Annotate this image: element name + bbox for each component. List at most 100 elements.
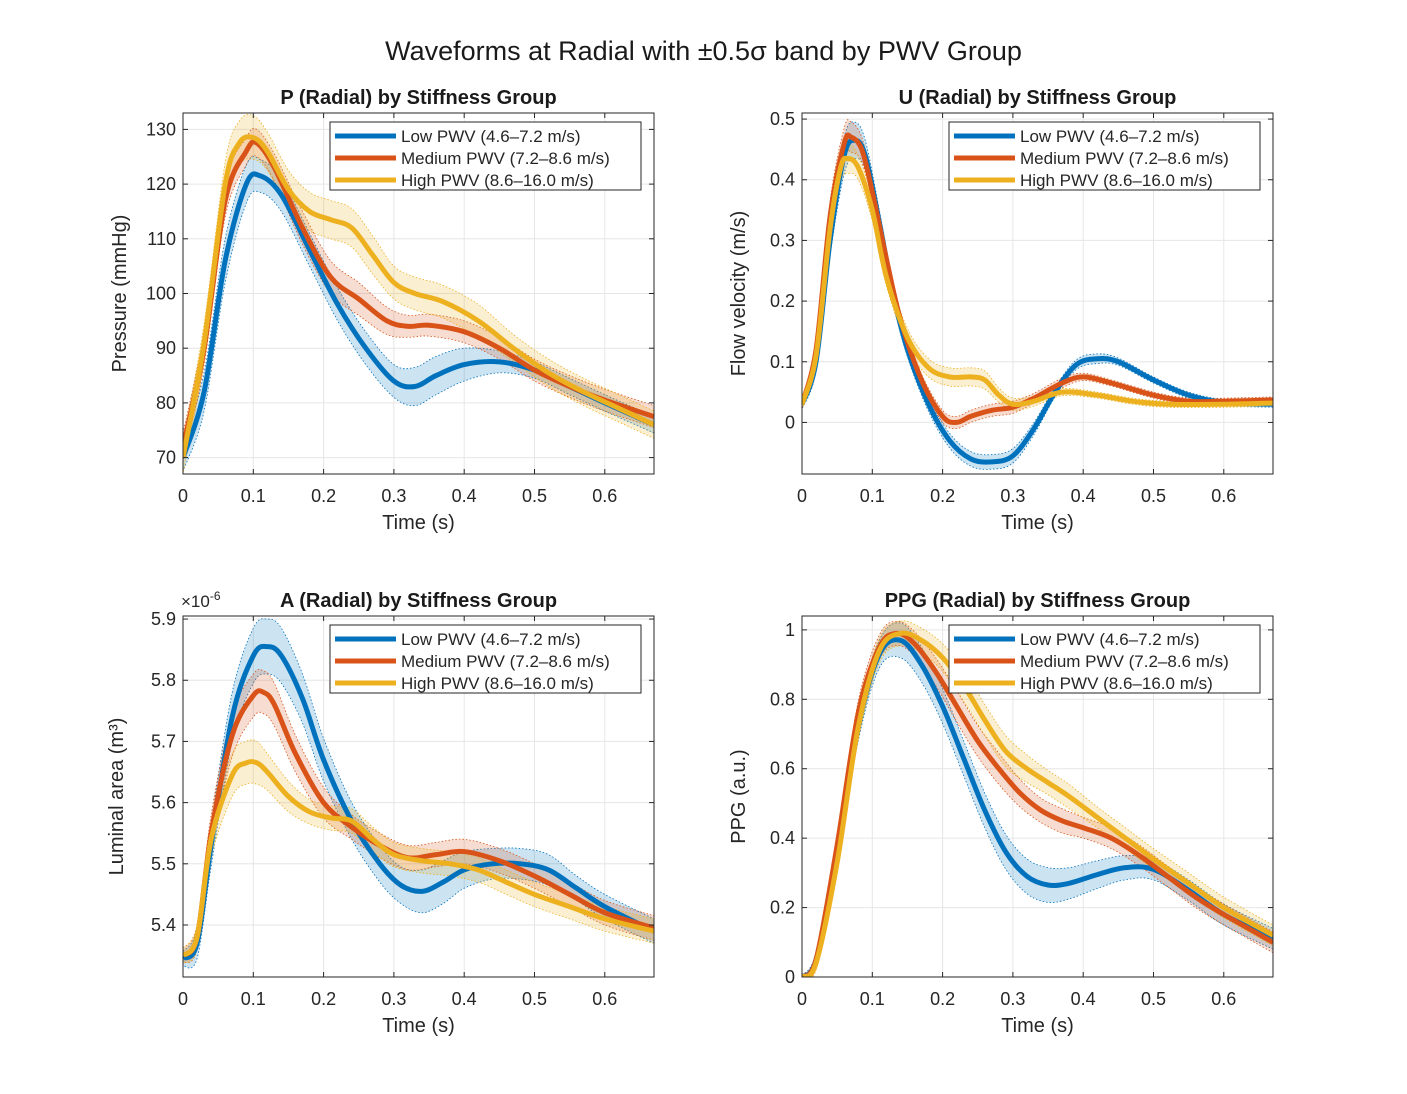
y-tick-label: 1 (785, 620, 795, 640)
legend-label-high: High PWV (8.6–16.0 m/s) (401, 171, 594, 190)
band-upper-medium (802, 119, 1273, 417)
band-upper-low (802, 121, 1273, 456)
series-line-medium (183, 139, 654, 448)
legend-label-medium: Medium PWV (7.2–8.6 m/s) (1020, 652, 1229, 671)
legend-label-high: High PWV (8.6–16.0 m/s) (1020, 674, 1213, 693)
x-tick-label: 0.4 (452, 989, 477, 1009)
x-tick-label: 0.6 (592, 989, 617, 1009)
subplot-title: A (Radial) by Stiffness Group (280, 590, 557, 612)
band-low (183, 618, 654, 969)
y-tick-label: 0.2 (770, 898, 795, 918)
y-tick-label: 90 (156, 338, 176, 358)
y-tick-label: 80 (156, 393, 176, 413)
subplot-3: 0 0.1 0.2 0.3 0.4 0.5 0.6 5.4 5.5 5.6 5.7 5.8 5.9×10… (106, 589, 655, 1037)
axes-box (801, 112, 1274, 475)
y-tick-label: 0.3 (770, 230, 795, 250)
axes-box (182, 615, 655, 978)
y-tick-label: 130 (146, 119, 176, 139)
legend: Low PWV (4.6–7.2 m/s) Medium PWV (7.2–8.6… (329, 624, 642, 694)
band-medium (802, 119, 1273, 429)
y-tick-label: 5.9 (151, 609, 176, 629)
x-axis-label: Time (s) (382, 512, 455, 534)
legend: Low PWV (4.6–7.2 m/s) Medium PWV (7.2–8.6… (329, 121, 642, 191)
x-tick-label: 0.5 (522, 486, 547, 506)
y-tick-label: 0.8 (770, 689, 795, 709)
x-axis-label: Time (s) (382, 1015, 455, 1037)
x-tick-label: 0.2 (930, 989, 955, 1009)
subplot-title: PPG (Radial) by Stiffness Group (885, 590, 1191, 612)
series-line-high (183, 759, 654, 958)
y-tick-label: 70 (156, 448, 176, 468)
x-tick-label: 0.4 (1071, 989, 1096, 1009)
series-line-low (802, 137, 1273, 465)
x-tick-label: 0.5 (1141, 989, 1166, 1009)
y-tick-label: 0.4 (770, 828, 795, 848)
axes-box (801, 615, 1274, 978)
x-axis-label: Time (s) (1001, 1015, 1074, 1037)
subplot-2: 0 0.1 0.2 0.3 0.4 0.5 0.6 0 0.1 0.2 0.3 0.4 0.5 U (Ra… (728, 87, 1274, 534)
x-tick-label: 0 (797, 989, 807, 1009)
band-upper-high (183, 739, 654, 949)
y-tick-label: 0.4 (770, 170, 795, 190)
series-line-medium (183, 688, 654, 958)
band-lower-low (802, 157, 1273, 470)
band-lower-medium (183, 155, 654, 461)
x-tick-label: 0.5 (522, 989, 547, 1009)
x-tick-label: 0.6 (592, 486, 617, 506)
legend-label-high: High PWV (8.6–16.0 m/s) (401, 674, 594, 693)
plot-area (183, 618, 654, 969)
x-tick-label: 0 (797, 486, 807, 506)
series-line-high (802, 630, 1273, 977)
x-tick-label: 0.2 (930, 486, 955, 506)
x-tick-label: 0.2 (311, 989, 336, 1009)
x-tick-label: 0.1 (241, 989, 266, 1009)
x-tick-label: 0.3 (381, 989, 406, 1009)
y-axis-label: PPG (a.u.) (728, 749, 750, 843)
series-line-high (802, 155, 1273, 408)
band-upper-medium (183, 127, 654, 434)
x-axis-label: Time (s) (1001, 512, 1074, 534)
y-tick-label: 0 (785, 967, 795, 987)
y-tick-label: 5.6 (151, 793, 176, 813)
x-tick-label: 0.1 (860, 486, 885, 506)
subplot-title: U (Radial) by Stiffness Group (899, 87, 1177, 109)
legend-label-high: High PWV (8.6–16.0 m/s) (1020, 171, 1213, 190)
legend-label-low: Low PWV (4.6–7.2 m/s) (1020, 127, 1200, 146)
x-tick-label: 0 (178, 989, 188, 1009)
band-lower-low (183, 190, 654, 472)
y-axis-label: Pressure (mmHg) (109, 215, 131, 373)
band-lower-medium (811, 645, 1273, 977)
axis-exponent-label: ×10-6 (181, 589, 221, 611)
x-tick-label: 0.3 (1000, 486, 1025, 506)
x-tick-label: 0.4 (1071, 486, 1096, 506)
legend-label-medium: Medium PWV (7.2–8.6 m/s) (1020, 149, 1229, 168)
y-tick-label: 5.7 (151, 731, 176, 751)
subplot-title: P (Radial) by Stiffness Group (280, 87, 556, 109)
x-tick-label: 0.6 (1211, 989, 1236, 1009)
band-high (802, 142, 1273, 411)
plot-area (183, 114, 654, 474)
figure-title: Waveforms at Radial with ±0.5σ band by P… (385, 36, 1022, 66)
y-tick-label: 110 (147, 229, 176, 249)
legend-label-medium: Medium PWV (7.2–8.6 m/s) (401, 652, 610, 671)
plot-area (802, 620, 1273, 977)
legend-label-low: Low PWV (4.6–7.2 m/s) (1020, 630, 1200, 649)
band-medium (183, 128, 654, 461)
legend: Low PWV (4.6–7.2 m/s) Medium PWV (7.2–8.6… (948, 624, 1261, 694)
plot-area (802, 119, 1273, 470)
legend-label-low: Low PWV (4.6–7.2 m/s) (401, 630, 581, 649)
y-tick-label: 0.6 (770, 759, 795, 779)
x-tick-label: 0.5 (1141, 486, 1166, 506)
x-tick-label: 0.6 (1211, 486, 1236, 506)
y-axis-label: Flow velocity (m/s) (728, 211, 750, 377)
y-tick-label: 0.1 (770, 352, 795, 372)
series-line-medium (802, 132, 1273, 425)
legend: Low PWV (4.6–7.2 m/s) Medium PWV (7.2–8.6… (948, 121, 1261, 191)
band-lower-low (183, 673, 654, 969)
y-tick-label: 5.5 (151, 854, 176, 874)
series-line-low (183, 643, 654, 961)
band-medium (802, 621, 1273, 977)
y-tick-label: 120 (146, 174, 176, 194)
y-tick-label: 5.4 (151, 915, 176, 935)
x-tick-label: 0.1 (241, 486, 266, 506)
